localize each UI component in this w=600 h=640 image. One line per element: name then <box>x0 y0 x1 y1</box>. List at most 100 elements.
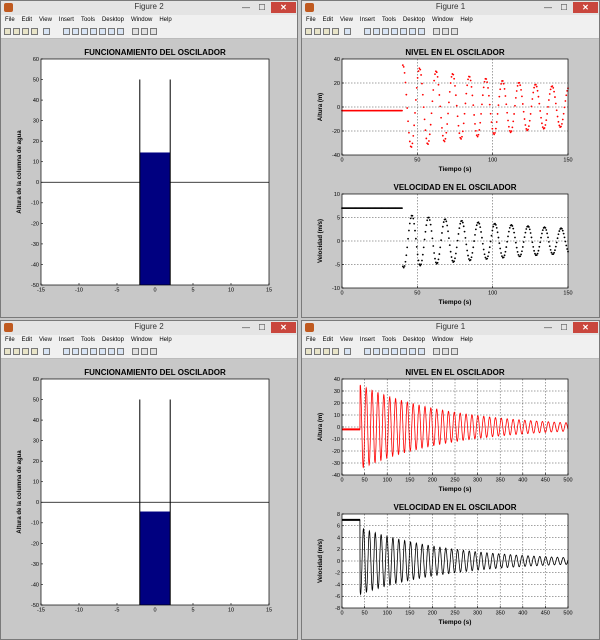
colorbar-icon[interactable] <box>132 348 139 355</box>
menu-window[interactable]: Window <box>431 17 454 23</box>
open-icon[interactable] <box>314 348 321 355</box>
menu-tools[interactable]: Tools <box>80 17 95 23</box>
new-file-icon[interactable] <box>4 348 11 355</box>
pan-icon[interactable] <box>81 348 88 355</box>
maximize-button[interactable]: ☐ <box>560 3 568 12</box>
menu-help[interactable]: Help <box>460 337 473 343</box>
pointer-icon[interactable] <box>43 28 50 35</box>
title-bar[interactable]: Figure 2 — ☐ ✕ <box>1 1 297 16</box>
pointer-icon[interactable] <box>43 348 50 355</box>
close-button[interactable]: ✕ <box>573 322 598 333</box>
menu-help[interactable]: Help <box>159 337 172 343</box>
menu-edit[interactable]: Edit <box>322 17 334 23</box>
zoom-out-icon[interactable] <box>373 348 380 355</box>
minimize-button[interactable]: — <box>544 323 552 332</box>
menu-edit[interactable]: Edit <box>21 337 33 343</box>
maximize-button[interactable]: ☐ <box>560 323 568 332</box>
plot-tools-icon[interactable] <box>451 28 458 35</box>
menu-edit[interactable]: Edit <box>322 337 334 343</box>
close-button[interactable]: ✕ <box>573 2 598 13</box>
rotate-icon[interactable] <box>391 28 398 35</box>
link-icon[interactable] <box>418 348 425 355</box>
menu-file[interactable]: File <box>5 337 15 343</box>
data-cursor-icon[interactable] <box>99 348 106 355</box>
open-icon[interactable] <box>314 28 321 35</box>
pointer-icon[interactable] <box>344 348 351 355</box>
menu-insert[interactable]: Insert <box>359 17 375 23</box>
zoom-in-icon[interactable] <box>364 348 371 355</box>
menu-help[interactable]: Help <box>159 17 172 23</box>
menu-insert[interactable]: Insert <box>58 337 74 343</box>
new-file-icon[interactable] <box>305 28 312 35</box>
menu-file[interactable]: File <box>5 17 15 23</box>
zoom-out-icon[interactable] <box>373 28 380 35</box>
menu-desktop[interactable]: Desktop <box>402 17 425 23</box>
print-icon[interactable] <box>332 28 339 35</box>
menu-view[interactable]: View <box>340 337 353 343</box>
legend-icon[interactable] <box>141 28 148 35</box>
title-bar[interactable]: Figure 2 — ☐ ✕ <box>1 321 297 336</box>
menu-desktop[interactable]: Desktop <box>101 17 124 23</box>
colorbar-icon[interactable] <box>132 28 139 35</box>
new-file-icon[interactable] <box>305 348 312 355</box>
menu-insert[interactable]: Insert <box>359 337 375 343</box>
pointer-icon[interactable] <box>344 28 351 35</box>
brush-icon[interactable] <box>409 28 416 35</box>
pan-icon[interactable] <box>382 348 389 355</box>
legend-icon[interactable] <box>442 28 449 35</box>
menu-window[interactable]: Window <box>130 17 153 23</box>
rotate-icon[interactable] <box>90 348 97 355</box>
minimize-button[interactable]: — <box>242 323 250 332</box>
save-icon[interactable] <box>323 348 330 355</box>
minimize-button[interactable]: — <box>544 3 552 12</box>
menu-tools[interactable]: Tools <box>80 337 95 343</box>
data-cursor-icon[interactable] <box>400 28 407 35</box>
menu-file[interactable]: File <box>306 17 316 23</box>
open-icon[interactable] <box>13 348 20 355</box>
zoom-out-icon[interactable] <box>72 28 79 35</box>
menu-edit[interactable]: Edit <box>21 17 33 23</box>
menu-view[interactable]: View <box>39 337 52 343</box>
title-bar[interactable]: Figure 1 — ☐ ✕ <box>302 321 599 336</box>
menu-help[interactable]: Help <box>460 17 473 23</box>
plot-tools-icon[interactable] <box>451 348 458 355</box>
menu-tools[interactable]: Tools <box>381 17 396 23</box>
print-icon[interactable] <box>31 28 38 35</box>
data-cursor-icon[interactable] <box>400 348 407 355</box>
colorbar-icon[interactable] <box>433 348 440 355</box>
legend-icon[interactable] <box>442 348 449 355</box>
menu-view[interactable]: View <box>39 17 52 23</box>
pan-icon[interactable] <box>382 28 389 35</box>
plot-tools-icon[interactable] <box>150 28 157 35</box>
rotate-icon[interactable] <box>90 28 97 35</box>
rotate-icon[interactable] <box>391 348 398 355</box>
title-bar[interactable]: Figure 1 — ☐ ✕ <box>302 1 599 16</box>
zoom-in-icon[interactable] <box>63 28 70 35</box>
link-icon[interactable] <box>117 348 124 355</box>
close-button[interactable]: ✕ <box>271 2 296 13</box>
brush-icon[interactable] <box>108 348 115 355</box>
save-icon[interactable] <box>22 348 29 355</box>
print-icon[interactable] <box>31 348 38 355</box>
menu-desktop[interactable]: Desktop <box>101 337 124 343</box>
menu-window[interactable]: Window <box>431 337 454 343</box>
menu-tools[interactable]: Tools <box>381 337 396 343</box>
save-icon[interactable] <box>22 28 29 35</box>
plot-tools-icon[interactable] <box>150 348 157 355</box>
data-cursor-icon[interactable] <box>99 28 106 35</box>
brush-icon[interactable] <box>108 28 115 35</box>
zoom-in-icon[interactable] <box>364 28 371 35</box>
maximize-button[interactable]: ☐ <box>258 323 266 332</box>
menu-file[interactable]: File <box>306 337 316 343</box>
brush-icon[interactable] <box>409 348 416 355</box>
link-icon[interactable] <box>117 28 124 35</box>
pan-icon[interactable] <box>81 28 88 35</box>
zoom-in-icon[interactable] <box>63 348 70 355</box>
menu-window[interactable]: Window <box>130 337 153 343</box>
legend-icon[interactable] <box>141 348 148 355</box>
colorbar-icon[interactable] <box>433 28 440 35</box>
menu-view[interactable]: View <box>340 17 353 23</box>
menu-insert[interactable]: Insert <box>58 17 74 23</box>
new-file-icon[interactable] <box>4 28 11 35</box>
minimize-button[interactable]: — <box>242 3 250 12</box>
